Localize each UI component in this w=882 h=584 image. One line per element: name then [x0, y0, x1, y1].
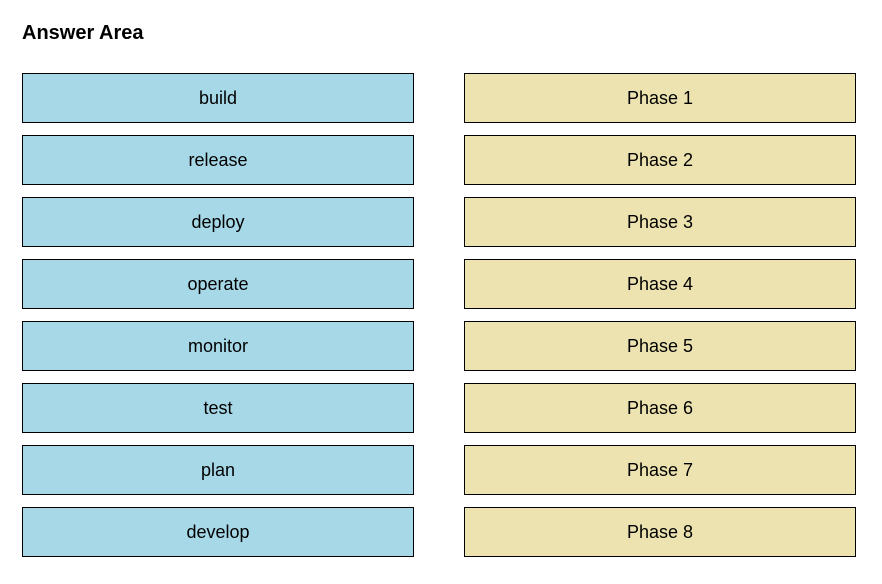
right-item-phase-2[interactable]: Phase 2 — [464, 135, 856, 185]
left-item-operate[interactable]: operate — [22, 259, 414, 309]
left-item-develop[interactable]: develop — [22, 507, 414, 557]
right-item-phase-4[interactable]: Phase 4 — [464, 259, 856, 309]
left-item-test[interactable]: test — [22, 383, 414, 433]
right-column: Phase 1 Phase 2 Phase 3 Phase 4 Phase 5 … — [464, 73, 856, 557]
columns-container: build release deploy operate monitor tes… — [22, 73, 860, 557]
right-item-phase-3[interactable]: Phase 3 — [464, 197, 856, 247]
right-item-phase-8[interactable]: Phase 8 — [464, 507, 856, 557]
right-item-phase-6[interactable]: Phase 6 — [464, 383, 856, 433]
left-column: build release deploy operate monitor tes… — [22, 73, 414, 557]
left-item-plan[interactable]: plan — [22, 445, 414, 495]
left-item-monitor[interactable]: monitor — [22, 321, 414, 371]
right-item-phase-5[interactable]: Phase 5 — [464, 321, 856, 371]
left-item-build[interactable]: build — [22, 73, 414, 123]
right-item-phase-7[interactable]: Phase 7 — [464, 445, 856, 495]
right-item-phase-1[interactable]: Phase 1 — [464, 73, 856, 123]
page-title: Answer Area — [22, 22, 860, 45]
left-item-deploy[interactable]: deploy — [22, 197, 414, 247]
left-item-release[interactable]: release — [22, 135, 414, 185]
